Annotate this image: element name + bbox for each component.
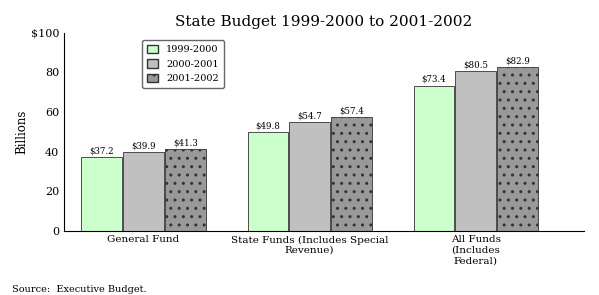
Text: $54.7: $54.7 [297,112,322,121]
Text: $39.9: $39.9 [131,141,156,150]
Bar [331,117,372,231]
Bar [247,132,288,231]
Text: $80.5: $80.5 [463,61,488,70]
Bar [455,71,496,231]
Bar [289,122,330,231]
Bar [81,157,122,231]
Text: $37.2: $37.2 [89,147,114,155]
Text: $82.9: $82.9 [505,56,530,65]
Bar [413,86,454,231]
Text: Source:  Executive Budget.: Source: Executive Budget. [12,284,147,294]
Text: $73.4: $73.4 [422,75,446,84]
Text: $49.8: $49.8 [255,122,280,131]
Text: $41.3: $41.3 [173,138,198,148]
Title: State Budget 1999-2000 to 2001-2002: State Budget 1999-2000 to 2001-2002 [176,15,473,29]
Bar [165,149,205,231]
Bar [123,152,164,231]
Legend: 1999-2000, 2000-2001, 2001-2002: 1999-2000, 2000-2001, 2001-2002 [142,40,223,88]
Text: $57.4: $57.4 [339,106,364,116]
Bar [497,67,538,231]
Y-axis label: Billions: Billions [15,109,28,154]
